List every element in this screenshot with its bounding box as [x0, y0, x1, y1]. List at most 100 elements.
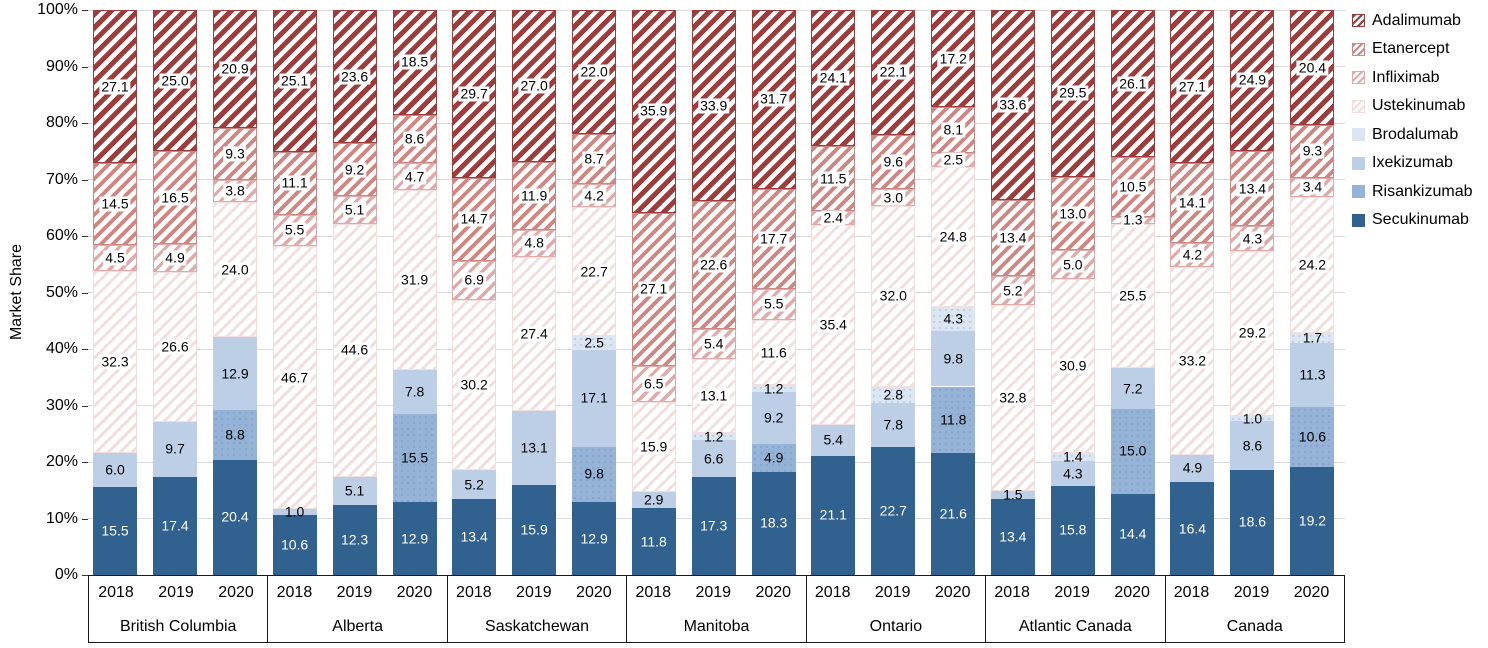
segment-value-label: 9.3	[1300, 142, 1325, 159]
segment-secukinumab: 19.2	[1290, 466, 1335, 575]
segment-infliximab: 5.1	[332, 195, 377, 225]
x-tick-year-label: 2020	[576, 584, 612, 601]
segment-value-label: 4.3	[1063, 465, 1083, 481]
segment-ixekizumab: 7.8	[392, 370, 437, 415]
segment-ixekizumab: 17.1	[572, 349, 617, 447]
legend-swatch-icon	[1352, 42, 1365, 56]
segment-value-label: 7.8	[883, 416, 904, 433]
segment-value-label: 5.5	[282, 221, 307, 238]
segment-adalimumab: 29.5	[1050, 10, 1095, 177]
segment-value-label: 27.1	[638, 280, 670, 297]
segment-value-label: 17.1	[580, 389, 608, 406]
segment-ixekizumab: 9.7	[153, 422, 197, 477]
segment-adalimumab: 20.4	[1290, 10, 1335, 126]
y-tick-mark	[82, 518, 88, 520]
bar-british-columbia-2018: 15.5 6.0 32.3 4.5 14.5 27.1	[93, 10, 137, 575]
legend-swatch-icon	[1352, 213, 1365, 227]
segment-value-label: 3.0	[881, 189, 906, 206]
segment-adalimumab: 35.9	[631, 10, 676, 213]
y-tick-label: 60%	[45, 227, 78, 244]
segment-value-label: 15.9	[638, 438, 670, 455]
segment-etanercept: 11.1	[272, 151, 317, 215]
segment-value-label: 33.2	[1176, 352, 1209, 369]
segment-adalimumab: 20.9	[213, 10, 257, 128]
segment-value-label: 22.7	[578, 263, 610, 280]
segment-ixekizumab: 12.9	[213, 337, 257, 411]
x-tick-year-label: 2018	[814, 584, 851, 601]
x-tick-year-label: 2020	[934, 584, 971, 601]
segment-value-label: 4.9	[1182, 459, 1203, 476]
bar-atlantic-canada-2019: 15.8 4.3 1.4 30.9 5.0 13.0 29.5	[1050, 10, 1095, 575]
segment-value-label: 18.3	[760, 514, 788, 531]
x-tick-year-label: 2020	[1114, 584, 1150, 601]
segment-value-label: 33.6	[997, 96, 1029, 113]
segment-etanercept: 8.6	[392, 114, 437, 164]
segment-adalimumab: 27.1	[93, 10, 137, 164]
bar-british-columbia-2020: 20.4 8.8 12.9 24.0 3.8 9.3 20.9	[213, 10, 257, 575]
segment-secukinumab: 15.5	[93, 487, 137, 575]
x-axis-group-alberta: 2018 2019 2020 Alberta	[268, 576, 448, 642]
segment-value-label: 20.9	[219, 60, 251, 77]
gridline	[88, 9, 1345, 11]
legend-item-infliximab: Infliximab	[1352, 68, 1472, 87]
segment-risankizumab: 9.8	[572, 446, 617, 503]
x-axis-group-manitoba: 2018 2019 2020 Manitoba	[627, 576, 807, 642]
plot-area: 15.5 6.0 32.3 4.5 14.5 27.1 17.4 9.7 26.6 4.9 16.5…	[88, 9, 1345, 575]
segment-value-label: 10.6	[1298, 428, 1327, 445]
segment-etanercept: 27.1	[631, 212, 676, 366]
segment-ixekizumab: 9.2	[751, 392, 796, 445]
segment-value-label: 15.0	[1119, 442, 1147, 459]
segment-value-label: 6.5	[641, 375, 666, 392]
segment-brodalumab: 1.2	[751, 381, 796, 396]
segment-value-label: 1.2	[763, 380, 784, 397]
segment-value-label: 4.9	[763, 449, 784, 466]
x-tick-year-label: 2020	[218, 584, 254, 601]
x-tick-year-label: 2019	[1054, 584, 1090, 601]
segment-value-label: 18.6	[1238, 513, 1267, 530]
segment-value-label: 5.2	[464, 476, 484, 493]
segment-value-label: 4.3	[1240, 230, 1265, 247]
segment-secukinumab: 18.6	[1230, 469, 1275, 575]
segment-infliximab: 3.4	[1290, 177, 1335, 197]
segment-value-label: 25.0	[159, 72, 191, 89]
legend-swatch-icon	[1352, 99, 1365, 113]
segment-risankizumab: 10.6	[1290, 406, 1335, 467]
segment-ustekinumab: 15.9	[631, 402, 676, 493]
segment-value-label: 10.6	[280, 536, 309, 553]
segment-adalimumab: 22.0	[572, 10, 617, 135]
segment-ustekinumab: 26.6	[153, 271, 197, 423]
segment-secukinumab: 11.8	[631, 508, 676, 575]
segment-value-label: 1.5	[1003, 486, 1023, 503]
segment-secukinumab: 14.4	[1110, 493, 1155, 575]
segment-secukinumab: 21.1	[811, 455, 856, 575]
x-tick-year-label: 2020	[1293, 584, 1330, 601]
segment-infliximab: 4.9	[153, 244, 197, 272]
x-axis-region-label: Atlantic Canada	[1018, 618, 1132, 635]
segment-value-label: 2.9	[643, 491, 664, 508]
segment-adalimumab: 22.1	[871, 10, 916, 135]
segment-etanercept: 22.6	[691, 201, 736, 329]
bar-atlantic-canada-2018: 13.4 1.5 32.8 5.2 13.4 33.6	[990, 10, 1035, 575]
segment-value-label: 46.7	[278, 369, 311, 386]
segment-etanercept: 9.6	[871, 134, 916, 190]
segment-value-label: 24.1	[817, 69, 849, 86]
segment-value-label: 17.2	[937, 50, 969, 67]
segment-value-label: 30.9	[1057, 357, 1089, 374]
segment-value-label: 27.1	[1176, 78, 1209, 95]
segment-value-label: 29.2	[1236, 324, 1269, 341]
segment-etanercept: 11.5	[811, 146, 856, 212]
y-tick-label: 40%	[45, 340, 78, 357]
segment-infliximab: 2.5	[931, 152, 976, 168]
segment-secukinumab: 12.3	[332, 505, 377, 575]
bar-atlantic-canada-2020: 14.4 15.0 7.2 25.5 1.3 10.5 26.1	[1110, 10, 1155, 575]
segment-value-label: 9.3	[223, 145, 247, 162]
segment-value-label: 18.5	[398, 53, 431, 70]
x-axis-group-saskatchewan: 2018 2019 2020 Saskatchewan	[448, 576, 628, 642]
segment-etanercept: 11.9	[512, 162, 557, 230]
segment-value-label: 5.4	[701, 335, 726, 352]
segment-value-label: 9.2	[763, 409, 784, 426]
segment-value-label: 25.1	[278, 72, 311, 89]
segment-etanercept: 13.4	[1230, 150, 1275, 227]
x-axis-group-atlantic-canada: 2018 2019 2020 Atlantic Canada	[986, 576, 1166, 642]
y-tick-mark	[82, 179, 88, 181]
